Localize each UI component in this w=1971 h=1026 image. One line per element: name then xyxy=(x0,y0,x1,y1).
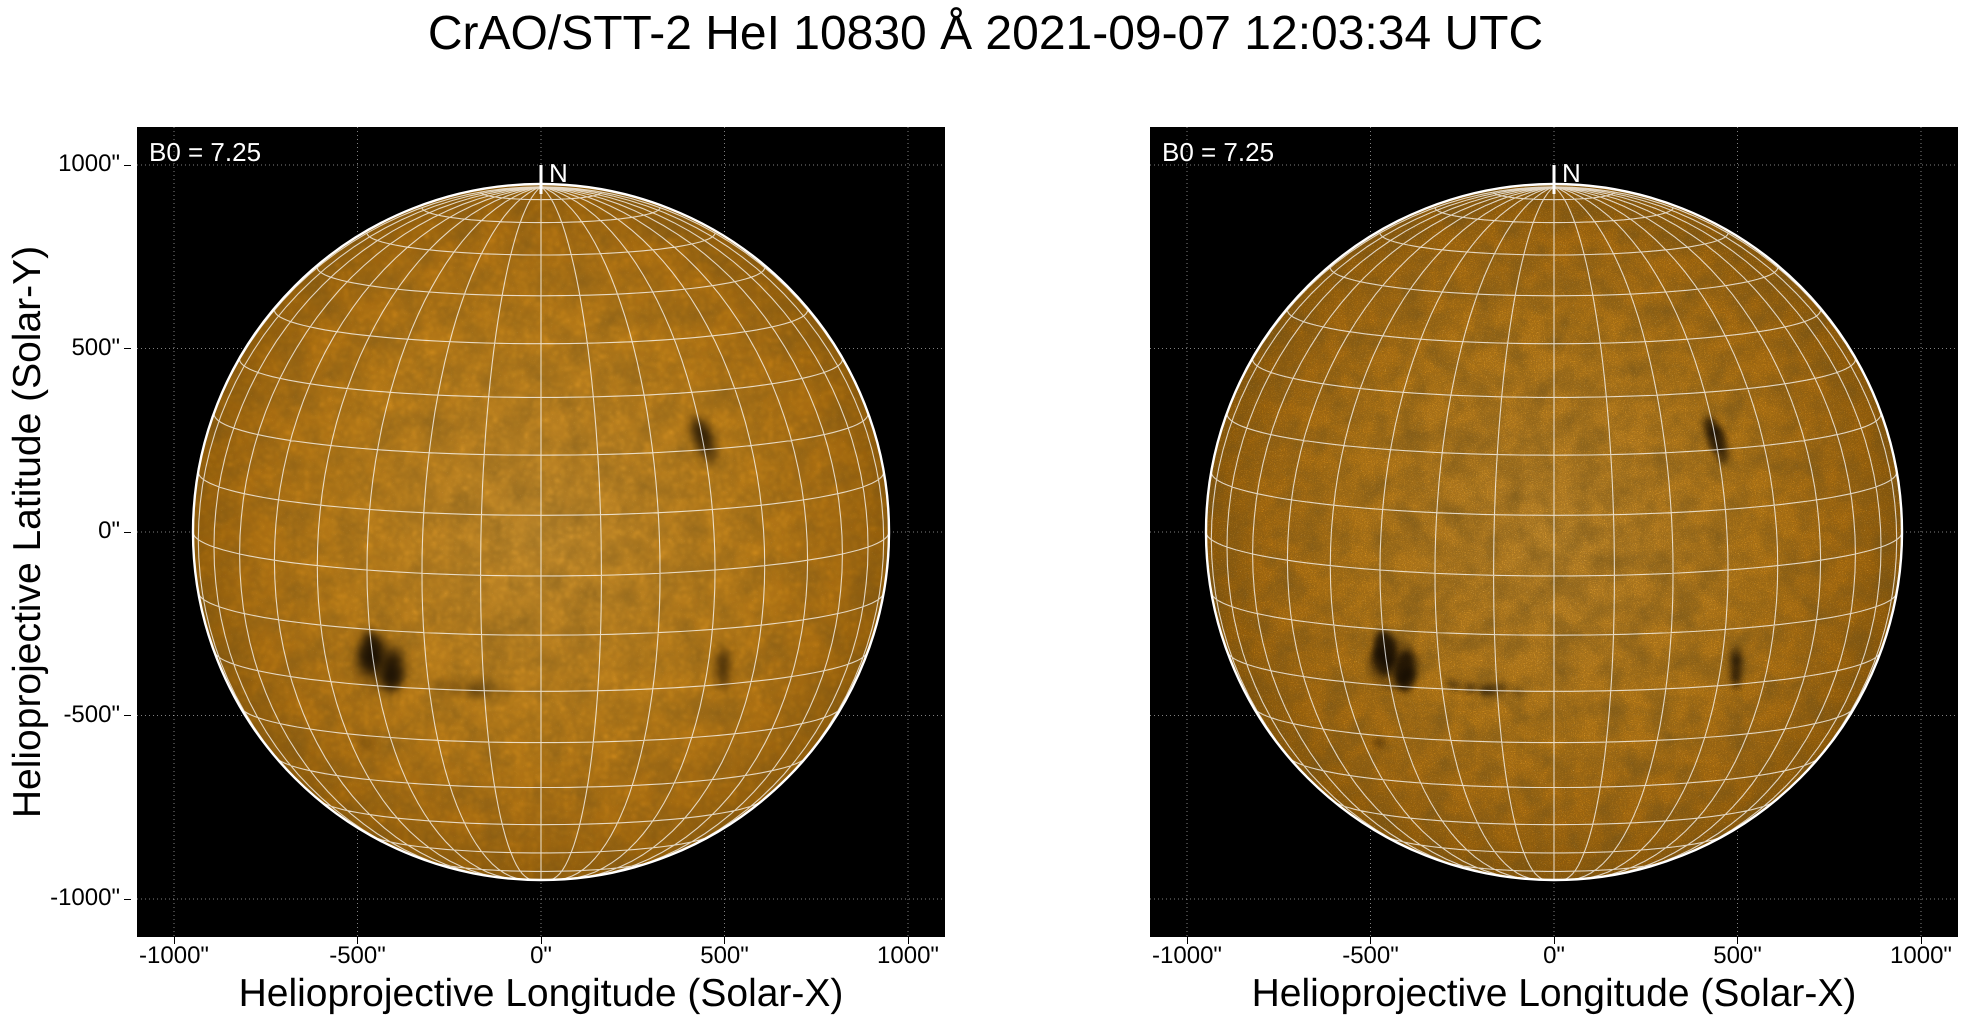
svg-text:B0 = 7.25: B0 = 7.25 xyxy=(149,137,261,167)
svg-text:Helioprojective Latitude (Sola: Helioprojective Latitude (Solar-Y) xyxy=(6,246,49,818)
svg-text:B0 = 7.25: B0 = 7.25 xyxy=(1162,137,1274,167)
svg-text:N: N xyxy=(1562,158,1581,188)
svg-text:N: N xyxy=(549,158,568,188)
